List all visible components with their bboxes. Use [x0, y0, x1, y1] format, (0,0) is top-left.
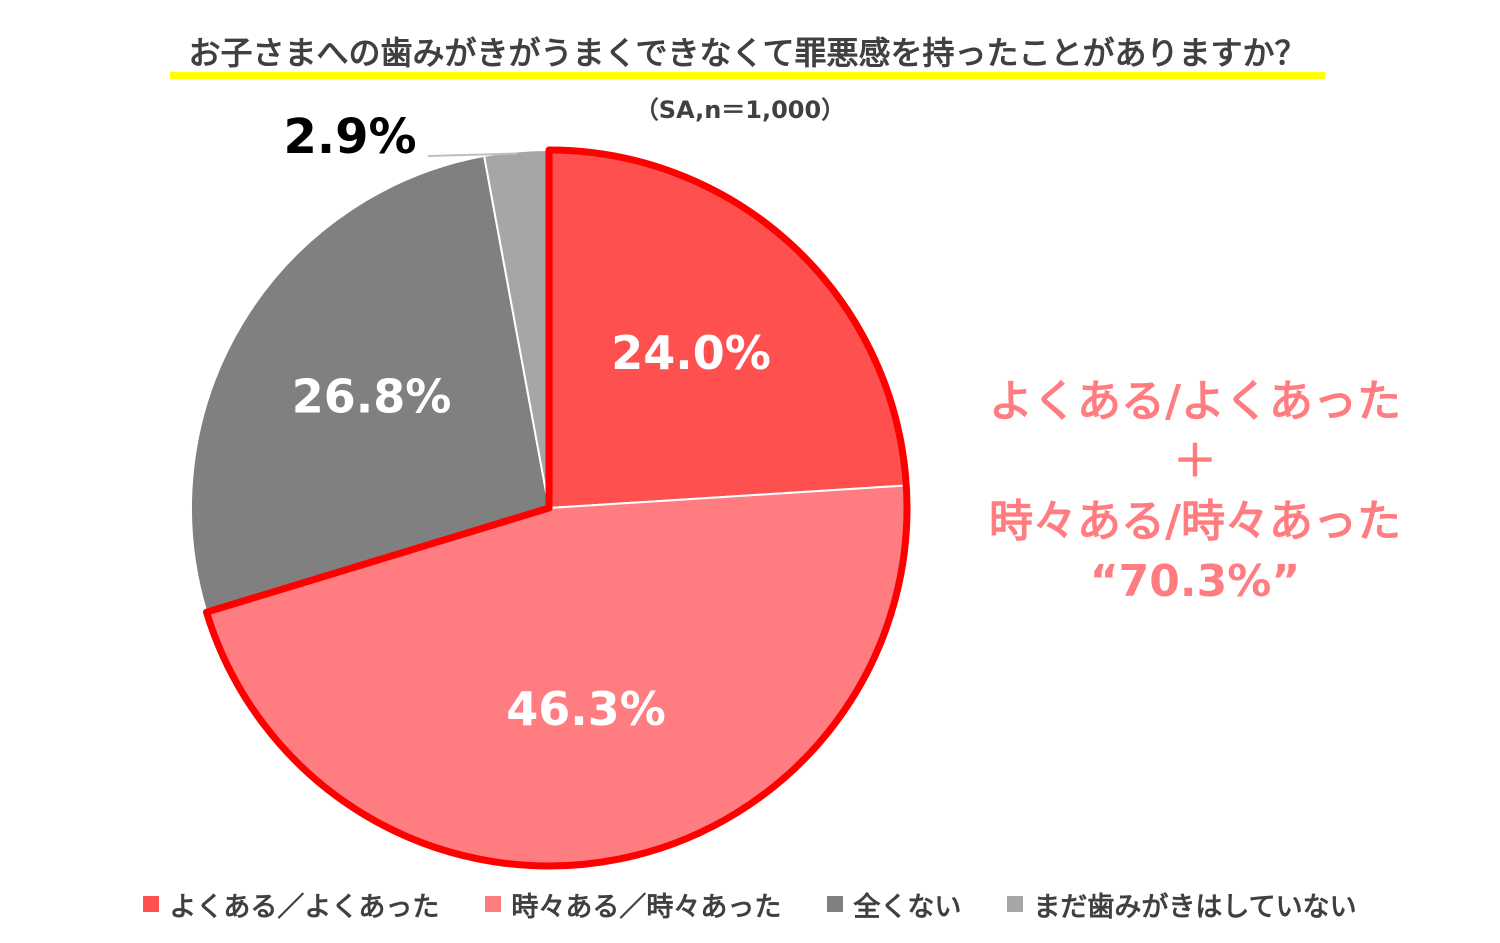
- legend-label-tokidoki-aru: 時々ある／時々あった: [511, 891, 782, 923]
- slice-mattaku-nai: [190, 154, 551, 614]
- legend-swatch-mada-hamigaki-nashi: [1007, 896, 1024, 912]
- annotation-line-3: 時々ある/時々あった: [988, 496, 1402, 547]
- data-label-tokidoki-aru: 46.3%: [506, 682, 666, 736]
- annotation-line-1: よくある/よくあった: [988, 376, 1402, 427]
- legend-item-mattaku-nai: 全くない: [827, 885, 961, 924]
- legend-swatch-yoku-aru: [143, 896, 160, 912]
- legend-label-yoku-aru: よくある／よくあった: [169, 891, 440, 923]
- legend-swatch-mattaku-nai: [827, 896, 844, 912]
- annotation-line-4: “70.3%”: [1089, 556, 1301, 607]
- legend: よくある／よくあった 時々ある／時々あった 全くない まだ歯みがきはしていない: [0, 884, 1500, 924]
- data-label-mattaku-nai: 26.8%: [292, 370, 452, 424]
- legend-swatch-tokidoki-aru: [485, 896, 502, 912]
- highlight-outline: [203, 146, 911, 870]
- chart-subtitle: （SA,n＝1,000）: [634, 96, 846, 124]
- data-label-mada-hamigaki-nashi: 2.9%: [283, 109, 416, 165]
- annotation-line-2: ＋: [1173, 436, 1217, 487]
- legend-item-yoku-aru: よくある／よくあった: [143, 885, 439, 924]
- title-underline: [170, 72, 1325, 79]
- data-label-yoku-aru: 24.0%: [611, 326, 771, 380]
- legend-label-mattaku-nai: 全くない: [853, 891, 962, 923]
- combined-annotation: よくある/よくあった ＋ 時々ある/時々あった “70.3%”: [950, 372, 1440, 612]
- legend-label-mada-hamigaki-nashi: まだ歯みがきはしていない: [1033, 891, 1357, 923]
- chart-title: お子さまへの歯みがきがうまくできなくて罪悪感を持ったことがありますか？: [188, 34, 1307, 72]
- small-slice-leader-line: [427, 152, 517, 157]
- legend-item-tokidoki-aru: 時々ある／時々あった: [485, 885, 781, 924]
- legend-item-mada-hamigaki-nashi: まだ歯みがきはしていない: [1007, 885, 1357, 924]
